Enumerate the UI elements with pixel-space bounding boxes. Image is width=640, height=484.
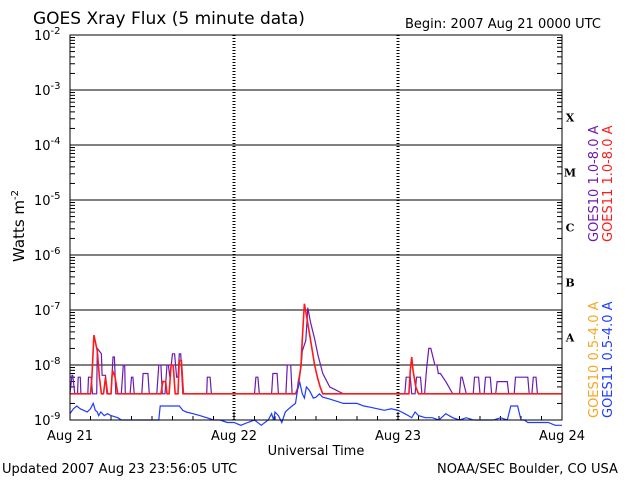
legend-entry: GOES10 1.0-8.0 A [587, 125, 602, 242]
legend-entry: GOES10 0.5-4.0 A [587, 301, 602, 418]
legend-entry: GOES11 0.5-4.0 A [601, 301, 616, 418]
x-tick-label: Aug 22 [211, 429, 257, 444]
y-tick-label: 10-5 [34, 191, 61, 209]
series-line [70, 303, 562, 395]
flare-class-label: C [566, 222, 575, 235]
x-tick-label: Aug 24 [539, 429, 585, 444]
y-axis-ticks: 10-2 10-3 10-4 10-5 10-6 10-7 10-8 10-9 [34, 26, 562, 429]
chart-grid [70, 34, 562, 421]
y-axis-label: Watts m-2 [10, 190, 28, 262]
y-axis-label-sup: -2 [10, 190, 21, 200]
x-tick-label: Aug 21 [47, 429, 93, 444]
y-tick-label: 10-2 [34, 26, 61, 44]
x-tick-label: Aug 23 [375, 429, 421, 444]
flare-class-label: X [566, 112, 575, 125]
chart-legend: GOES10 1.0-8.0 A GOES11 1.0-8.0 A GOES10 0… [587, 125, 616, 418]
y-tick-label: 10-3 [34, 81, 61, 99]
flare-class-label: M [564, 167, 576, 180]
flare-class-label: A [565, 332, 575, 345]
svg-text:Watts m-2: Watts m-2 [10, 190, 28, 262]
plot-frame [69, 34, 563, 421]
y-tick-label: 10-8 [34, 356, 61, 374]
y-tick-label: 10-4 [34, 136, 61, 154]
flare-class-labels: X M C B A [564, 112, 576, 345]
y-axis-label-text: Watts m [10, 200, 28, 262]
legend-entry: GOES11 1.0-8.0 A [601, 125, 616, 242]
x-axis-label: Universal Time [268, 444, 365, 459]
source-label: NOAA/SEC Boulder, CO USA [437, 462, 618, 477]
updated-label: Updated 2007 Aug 23 23:56:05 UTC [2, 462, 237, 477]
begin-label: Begin: 2007 Aug 21 0000 UTC [405, 17, 601, 32]
flare-class-label: B [565, 277, 574, 290]
y-tick-label: 10-9 [34, 411, 61, 429]
chart-title: GOES Xray Flux (5 minute data) [33, 9, 305, 29]
y-tick-label: 10-7 [34, 301, 61, 319]
x-axis-ticks: Aug 21 Aug 22 Aug 23 Aug 24 [47, 412, 585, 444]
y-tick-label: 10-6 [34, 246, 61, 264]
